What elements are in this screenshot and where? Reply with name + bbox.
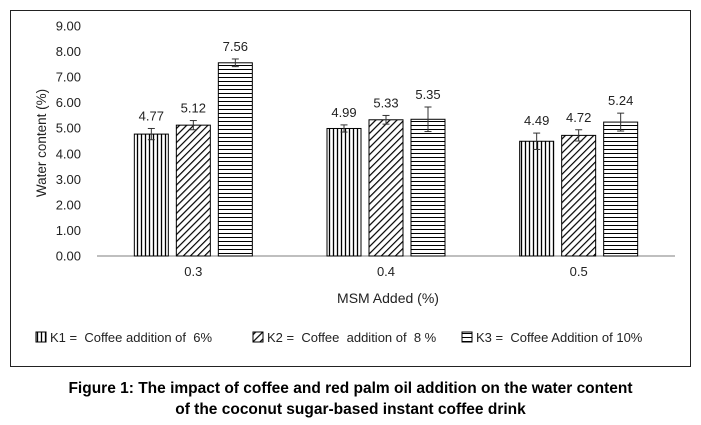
y-tick-label: 0.00 [56, 249, 81, 264]
bar [603, 121, 639, 257]
data-label: 7.56 [223, 39, 248, 54]
data-label: 4.77 [139, 108, 164, 123]
data-label: 5.35 [415, 87, 440, 102]
legend-label: K1 = Coffee addition of 6% [50, 330, 212, 345]
bar [519, 140, 555, 257]
legend-label: K3 = Coffee Addition of 10% [476, 330, 643, 345]
x-tick-label: 0.5 [570, 264, 588, 279]
bar [217, 62, 253, 257]
bar [410, 118, 446, 257]
data-label: 5.33 [373, 95, 398, 110]
caption-line-1: Figure 1: The impact of coffee and red p… [68, 380, 633, 397]
legend-swatch [252, 331, 264, 343]
data-label: 5.12 [181, 101, 206, 116]
x-axis: 0.3 0.4 0.5 [97, 255, 675, 279]
data-label: 4.49 [524, 113, 549, 128]
data-label: 4.72 [566, 110, 591, 125]
figure-caption: Figure 1: The impact of coffee and red p… [0, 378, 701, 420]
y-tick-label: 6.00 [56, 95, 81, 110]
bar [368, 119, 404, 257]
legend-label: K2 = Coffee addition of 8 % [267, 330, 437, 345]
data-label: 5.24 [608, 93, 633, 108]
y-tick-label: 7.00 [56, 70, 81, 85]
y-tick-label: 8.00 [56, 44, 81, 59]
x-axis-label: MSM Added (%) [337, 290, 439, 306]
legend-swatch [461, 331, 473, 343]
bar [326, 127, 362, 257]
legend-swatch [35, 331, 47, 343]
bar [133, 133, 169, 257]
y-tick-label: 4.00 [56, 146, 81, 161]
x-tick-label: 0.4 [377, 264, 395, 279]
y-axis: 0.00 1.00 2.00 3.00 4.00 5.00 6.00 7.00 8.00 9.00 [56, 19, 81, 264]
caption-line-2: of the coconut sugar-based instant coffe… [175, 401, 526, 418]
bar [175, 124, 211, 257]
bar [561, 134, 597, 257]
y-tick-label: 3.00 [56, 172, 81, 187]
y-axis-label: Water content (%) [34, 89, 49, 197]
y-tick-label: 1.00 [56, 223, 81, 238]
data-label: 4.99 [331, 105, 356, 120]
x-tick-label: 0.3 [184, 264, 202, 279]
bar-group: 4.77 5.12 7.56 4.99 5.33 5.35 4.49 4.72 5.24 [133, 39, 639, 257]
legend: K1 = Coffee addition of 6% K2 = Coffee ad… [35, 330, 643, 345]
y-tick-label: 2.00 [56, 197, 81, 212]
y-tick-label: 9.00 [56, 19, 81, 34]
y-tick-label: 5.00 [56, 121, 81, 136]
